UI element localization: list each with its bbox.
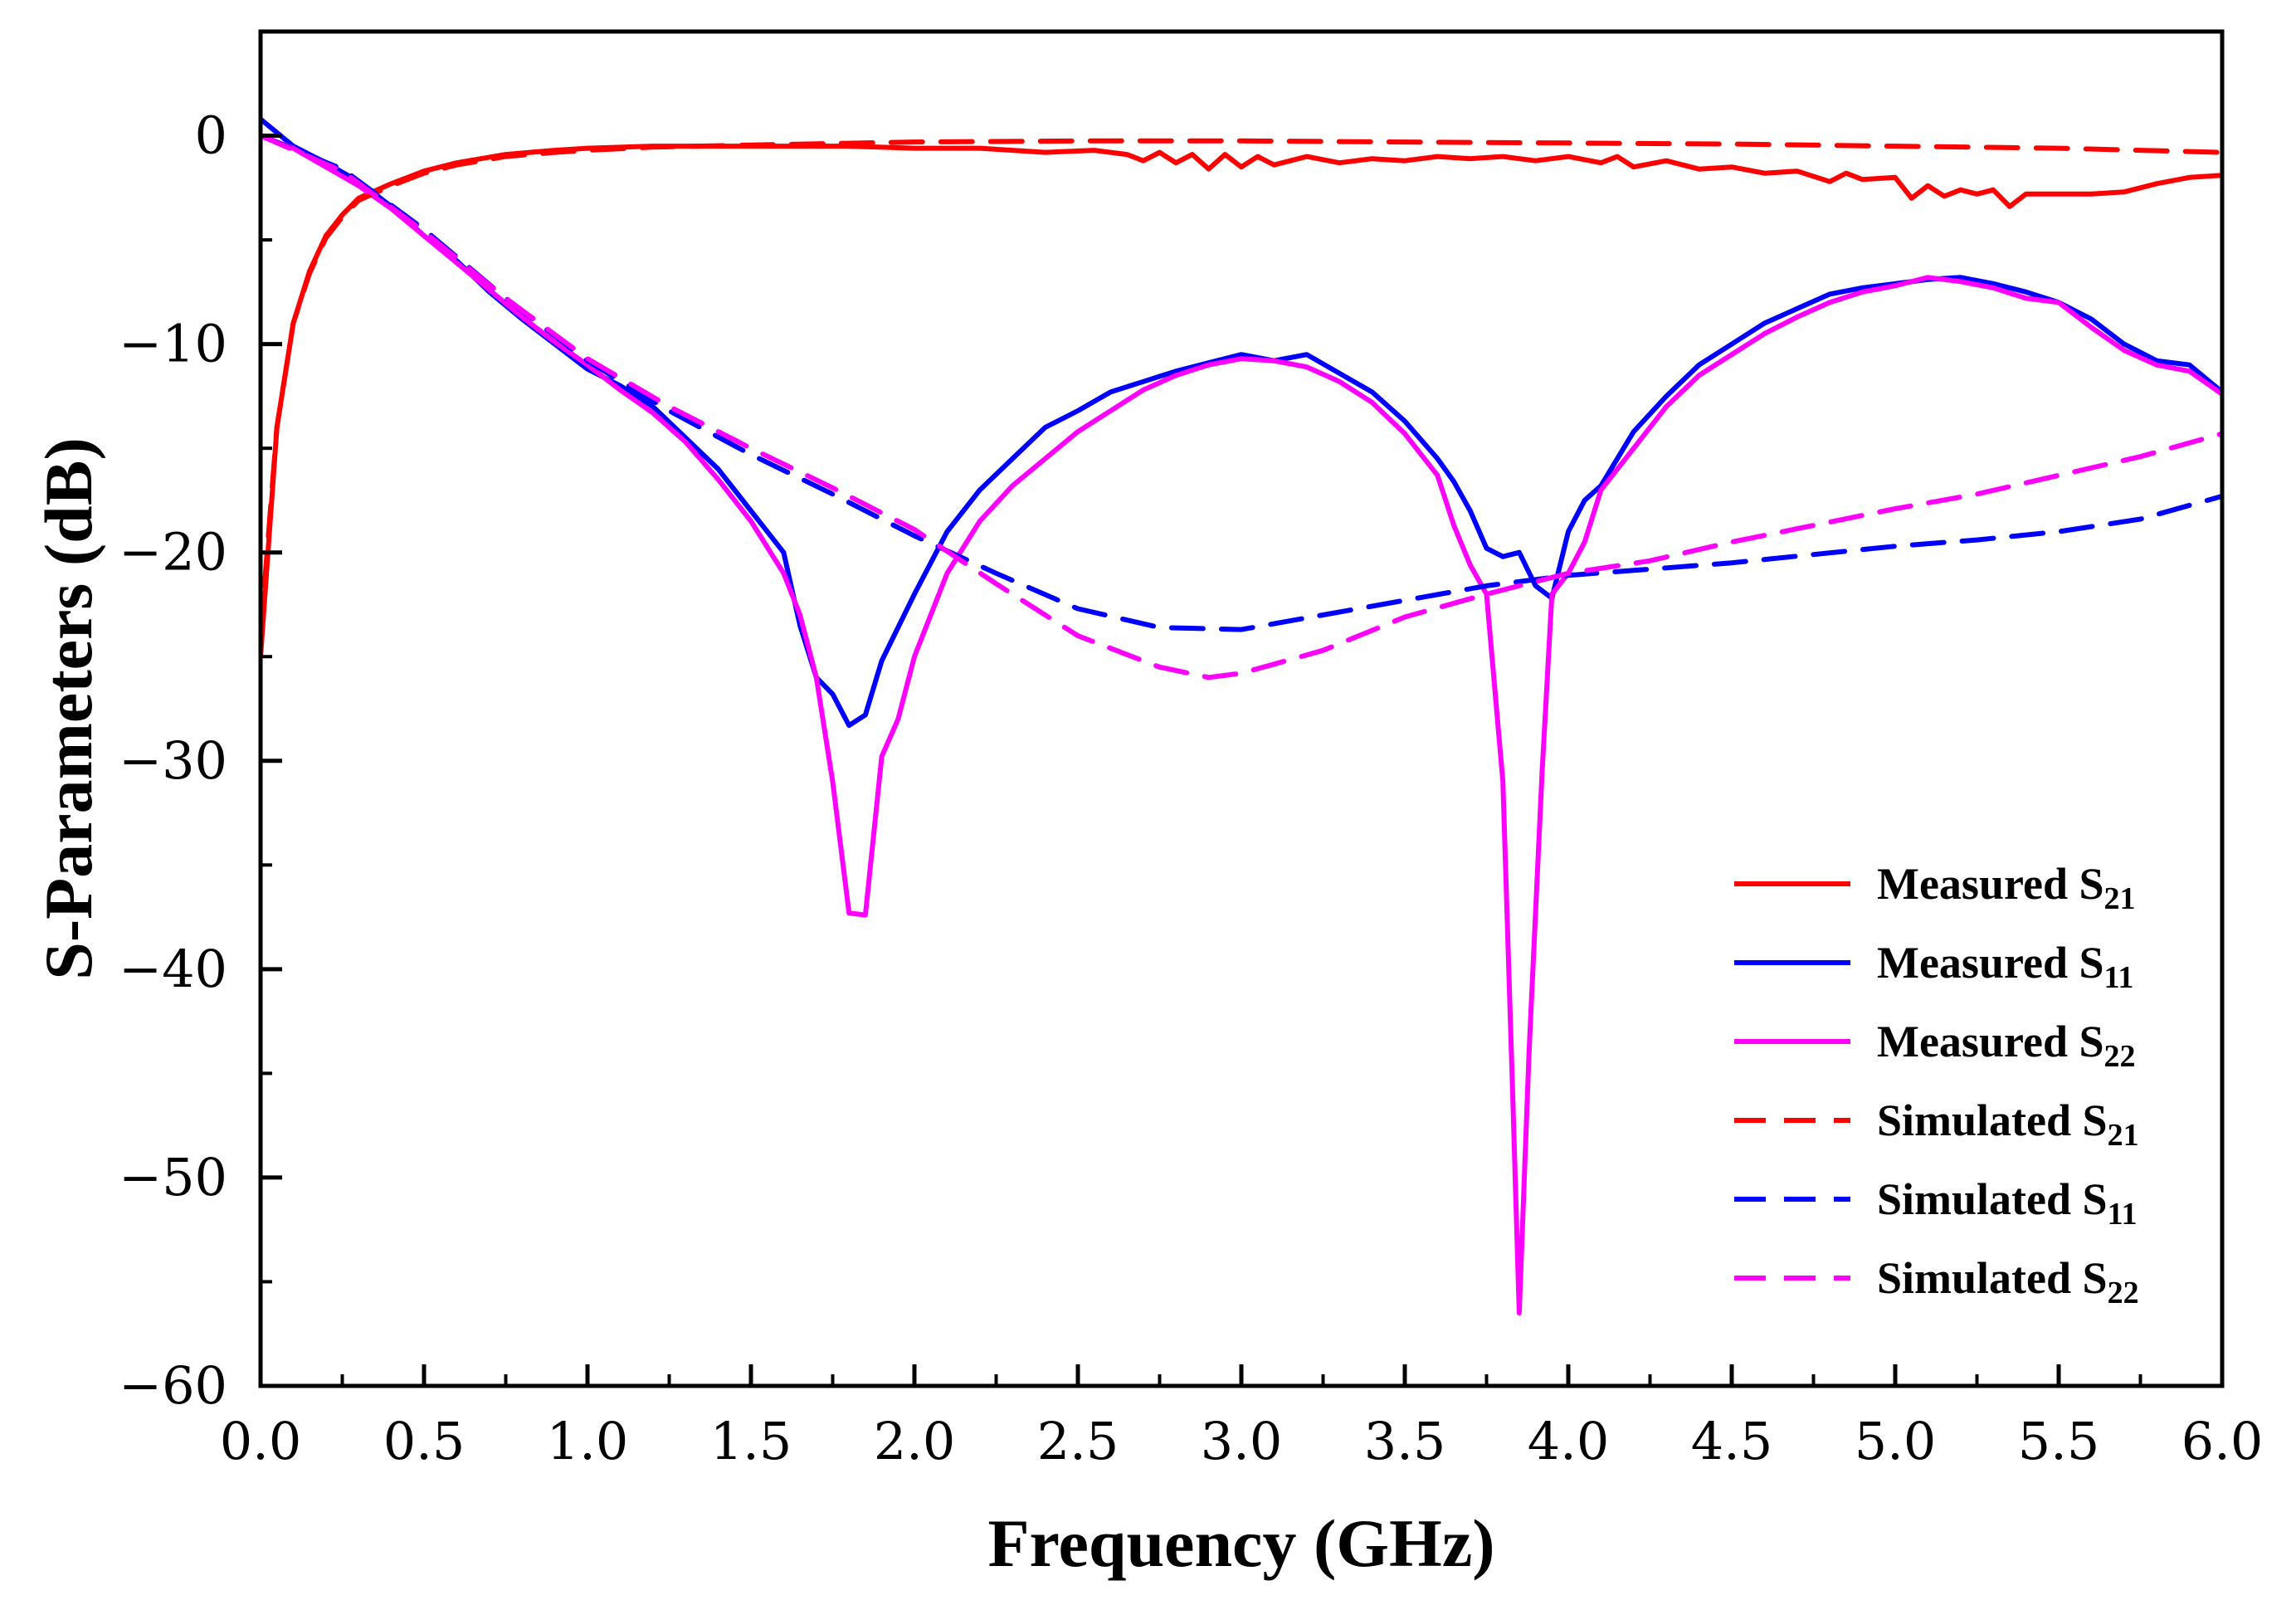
- series-line-simulated-s21: [261, 138, 2222, 639]
- x-tick-label: 4.0: [1528, 1411, 1610, 1471]
- legend-item: Measured S11: [1734, 938, 2133, 995]
- legend-subscript: 22: [2108, 1276, 2139, 1310]
- x-tick-label: 3.5: [1364, 1411, 1446, 1471]
- series-line-measured-s22: [261, 133, 2222, 1316]
- x-tick-label: 4.5: [1691, 1411, 1773, 1471]
- legend: Measured S21 Measured S11 Measured S22 Simu…: [1734, 859, 2139, 1310]
- series-line-simulated-s22: [261, 133, 2222, 681]
- x-tick-label: 2.0: [874, 1411, 956, 1471]
- y-tick-label: −20: [119, 522, 227, 583]
- x-tick-label: 6.0: [2181, 1411, 2264, 1471]
- legend-item: Simulated S22: [1734, 1253, 2139, 1310]
- x-tick-label: 1.0: [547, 1411, 629, 1471]
- y-tick-label: −50: [119, 1147, 227, 1207]
- legend-label: Measured S11: [1877, 938, 2133, 995]
- legend-item: Measured S22: [1734, 1017, 2136, 1074]
- x-tick-label: 5.5: [2018, 1411, 2100, 1471]
- x-tick-label: 0.0: [220, 1411, 302, 1471]
- x-tick-label: 0.5: [383, 1411, 466, 1471]
- legend-label: Measured S21: [1877, 859, 2136, 916]
- legend-subscript: 21: [2108, 1118, 2139, 1153]
- tick-labels: 0.0 0.5 1.0 1.5 2.0 2.5 3.0 3.5 4.0 4.5 5.0 5.5 6.0 0…: [119, 105, 2263, 1471]
- legend-item: Simulated S21: [1734, 1095, 2139, 1153]
- series-line-simulated-s11: [261, 133, 2222, 632]
- legend-label: Simulated S21: [1877, 1095, 2139, 1153]
- legend-item: Measured S21: [1734, 859, 2136, 916]
- legend-label: Simulated S11: [1877, 1174, 2137, 1232]
- ticks-layer: [258, 134, 2225, 1388]
- x-tick-label: 1.5: [710, 1411, 792, 1471]
- x-tick-label: 3.0: [1201, 1411, 1283, 1471]
- y-tick-label: 0: [195, 105, 227, 166]
- legend-subscript: 11: [2104, 960, 2134, 995]
- legend-label: Simulated S22: [1877, 1253, 2139, 1310]
- series-layer: [261, 116, 2222, 1316]
- x-tick-label: 5.0: [1855, 1411, 1937, 1471]
- series-line-measured-s21: [261, 144, 2222, 660]
- y-tick-label: −30: [119, 730, 227, 791]
- legend-subscript: 21: [2104, 881, 2136, 916]
- series-line-measured-s11: [261, 116, 2222, 729]
- y-tick-label: −40: [119, 939, 227, 999]
- x-tick-label: 2.5: [1037, 1411, 1119, 1471]
- y-axis-title: S-Parameters (dB): [31, 437, 106, 980]
- legend-subscript: 22: [2104, 1039, 2136, 1074]
- x-axis-title: Frequency (GHz): [987, 1505, 1494, 1581]
- y-tick-label: −60: [119, 1355, 227, 1416]
- legend-subscript: 11: [2108, 1197, 2138, 1232]
- legend-item: Simulated S11: [1734, 1174, 2137, 1232]
- legend-label: Measured S22: [1877, 1017, 2136, 1074]
- y-tick-label: −10: [119, 314, 227, 374]
